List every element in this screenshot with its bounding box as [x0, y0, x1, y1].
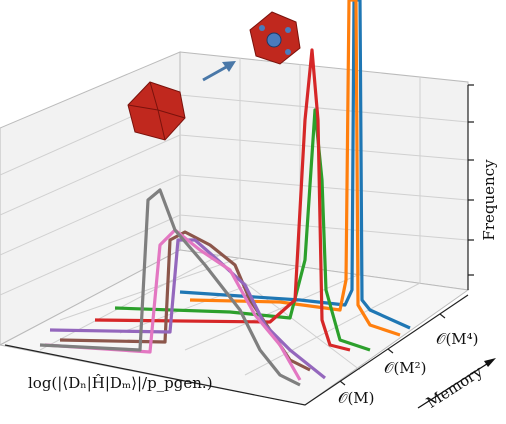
z-axis-label: Frequency [480, 159, 498, 241]
memory-tick-label: 𝒪(M) [338, 389, 375, 407]
axis-edges [4, 85, 469, 406]
die-icon-marked [249, 11, 301, 65]
memory-tick-label: 𝒪(M²) [384, 359, 427, 377]
memory-ticks [339, 313, 446, 386]
curves [39, 0, 411, 387]
arrow [202, 61, 236, 82]
die-icon [127, 81, 186, 141]
x-axis-label: log(|⟨Dₙ|Ĥ|Dₘ⟩|/p_pgen.) [28, 374, 213, 392]
memory-tick-label: 𝒪(M⁴) [436, 330, 479, 348]
y-axis-label: Memory [423, 362, 486, 412]
memory-arrow [417, 358, 496, 409]
z-ticks [468, 84, 474, 276]
